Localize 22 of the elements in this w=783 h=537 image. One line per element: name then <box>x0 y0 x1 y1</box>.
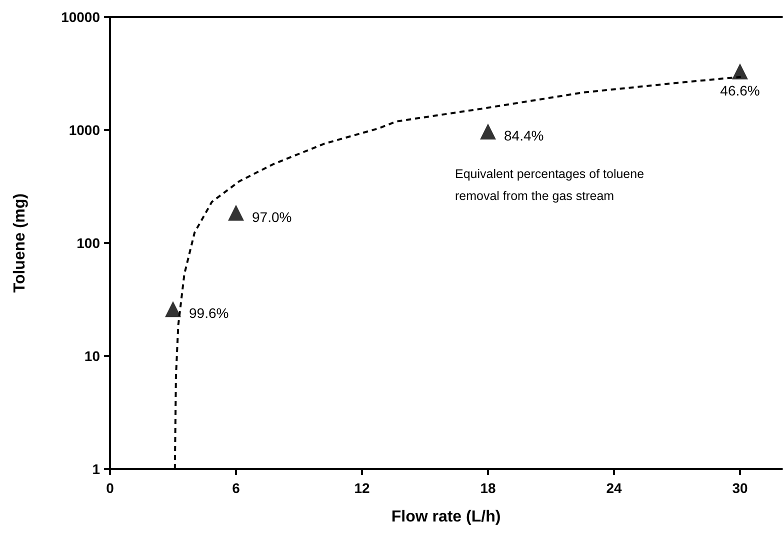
y-tick-label: 10000 <box>61 9 100 25</box>
x-tick-label: 12 <box>354 480 370 496</box>
y-tick-label: 100 <box>76 235 100 251</box>
x-axis-title: Flow rate (L/h) <box>391 508 501 526</box>
point <box>732 63 748 80</box>
x-tick-label: 18 <box>480 480 496 496</box>
x-tick-label: 0 <box>106 480 114 496</box>
annotation: 99.6% <box>189 305 229 322</box>
annotation: 97.0% <box>252 208 292 225</box>
x-tick-label: 6 <box>232 480 240 496</box>
y-tick-label: 10 <box>84 348 100 364</box>
point <box>480 123 496 140</box>
point <box>165 301 181 318</box>
annotation: Equivalent percentages of toluene removal from the gas stream <box>455 167 648 203</box>
x-tick-label: 24 <box>606 480 622 496</box>
x-tick-label: 30 <box>732 480 748 496</box>
y-axis-title: Toluene (mg) <box>12 193 28 293</box>
point <box>228 204 244 221</box>
y-tick-label: 1 <box>92 461 100 477</box>
annotation: 84.4% <box>504 127 544 144</box>
y-tick-label: 1000 <box>68 122 100 138</box>
annotation: 46.6% <box>720 82 760 98</box>
